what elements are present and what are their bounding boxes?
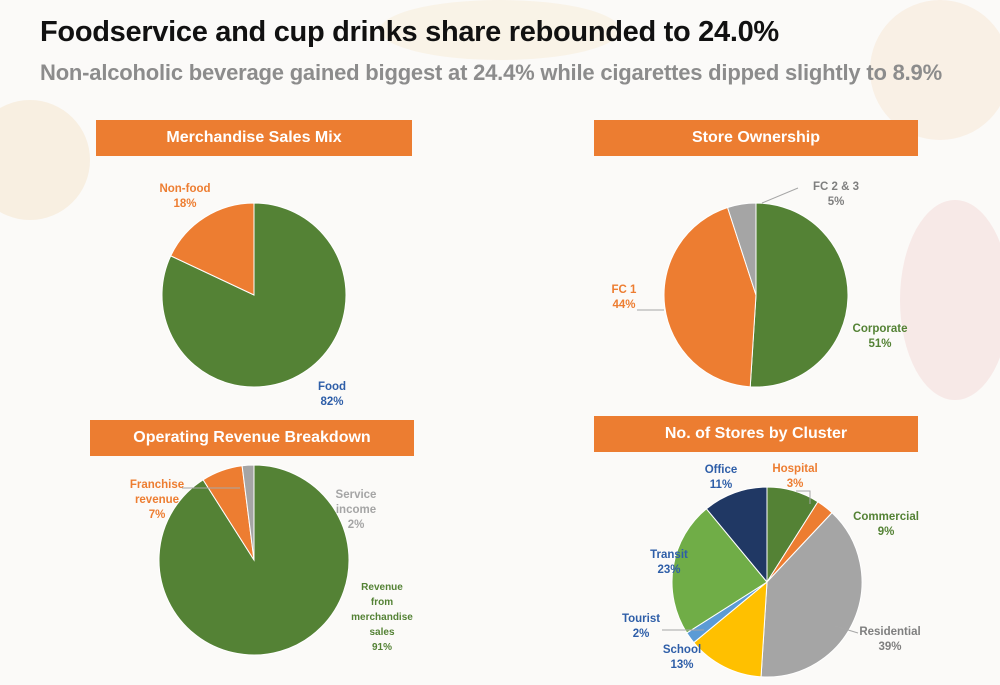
leader-line (761, 187, 799, 204)
pie-slice (760, 512, 863, 678)
page-title: Foodservice and cup drinks share rebound… (40, 16, 779, 48)
data-label-percent: 91% (372, 642, 392, 653)
data-label-category: School (663, 644, 701, 656)
data-label-category: Service (336, 489, 377, 501)
data-label-category: Residential (859, 626, 920, 638)
data-label-percent: 5% (828, 196, 845, 208)
data-label-category: Revenue (361, 582, 403, 593)
leader-line (796, 490, 811, 504)
data-label-percent: 2% (633, 628, 650, 640)
background-decoration (900, 200, 1000, 400)
chart-header-operating-revenue-breakdown: Operating Revenue Breakdown (90, 420, 414, 456)
data-label-category: FC 1 (612, 284, 638, 296)
data-label-category: from (371, 597, 393, 608)
data-label-category: Commercial (853, 511, 919, 523)
data-label-percent: 11% (710, 479, 732, 491)
data-label-category: Franchise (130, 479, 184, 491)
page-subtitle: Non-alcoholic beverage gained biggest at… (40, 60, 942, 85)
data-label-category: Corporate (853, 323, 908, 335)
pie-slice (663, 206, 757, 388)
pie-slice (705, 486, 768, 584)
data-label-percent: 13% (670, 659, 693, 671)
data-label-percent: 51% (868, 338, 891, 350)
background-decoration (380, 0, 620, 60)
chart-header-stores-by-cluster: No. of Stores by Cluster (594, 416, 918, 452)
data-label-category: income (336, 504, 376, 516)
data-label-percent: 44% (612, 299, 635, 311)
background-decoration (870, 0, 1000, 140)
data-label-percent: 18% (173, 198, 196, 210)
pie-slice (161, 202, 347, 388)
data-label-percent: 39% (878, 641, 901, 653)
data-label-percent: 3% (787, 478, 804, 490)
data-label-category: FC 2 & 3 (813, 181, 859, 193)
data-label-category: Non-food (159, 183, 210, 195)
pie-slice (749, 202, 849, 388)
pie-slice (170, 202, 255, 296)
data-label-category: Hospital (772, 463, 817, 475)
data-label-category: Transit (650, 549, 688, 561)
data-label-category: sales (369, 627, 394, 638)
data-label-percent: 82% (320, 396, 343, 408)
data-label-category: Office (705, 464, 738, 476)
data-label-category: Food (318, 381, 346, 393)
pie-slice (241, 464, 255, 561)
data-label-category: revenue (135, 494, 179, 506)
pie-slice (671, 508, 768, 634)
pie-slice (726, 202, 757, 296)
data-label-percent: 7% (149, 509, 166, 521)
data-label-percent: 23% (657, 564, 680, 576)
chart-header-store-ownership: Store Ownership (594, 120, 918, 156)
pie-slice (693, 580, 768, 678)
data-label-category: Tourist (622, 613, 660, 625)
leader-line (834, 625, 859, 634)
chart-header-merchandise-sales-mix: Merchandise Sales Mix (96, 120, 412, 156)
data-label-category: merchandise (351, 612, 413, 623)
data-label-percent: 9% (878, 526, 895, 538)
data-label-percent: 2% (348, 519, 365, 531)
